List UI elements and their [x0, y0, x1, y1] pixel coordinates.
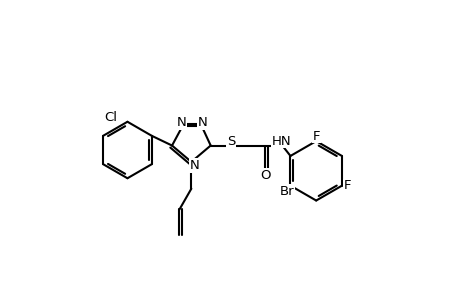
Text: F: F — [343, 179, 351, 192]
Text: N: N — [197, 116, 207, 129]
Text: N: N — [176, 116, 186, 129]
Text: F: F — [312, 130, 319, 142]
Text: O: O — [259, 169, 270, 182]
Text: S: S — [226, 135, 235, 148]
Text: N: N — [189, 159, 199, 172]
Text: Cl: Cl — [104, 111, 117, 124]
Text: HN: HN — [271, 135, 291, 148]
Text: Br: Br — [280, 184, 294, 197]
